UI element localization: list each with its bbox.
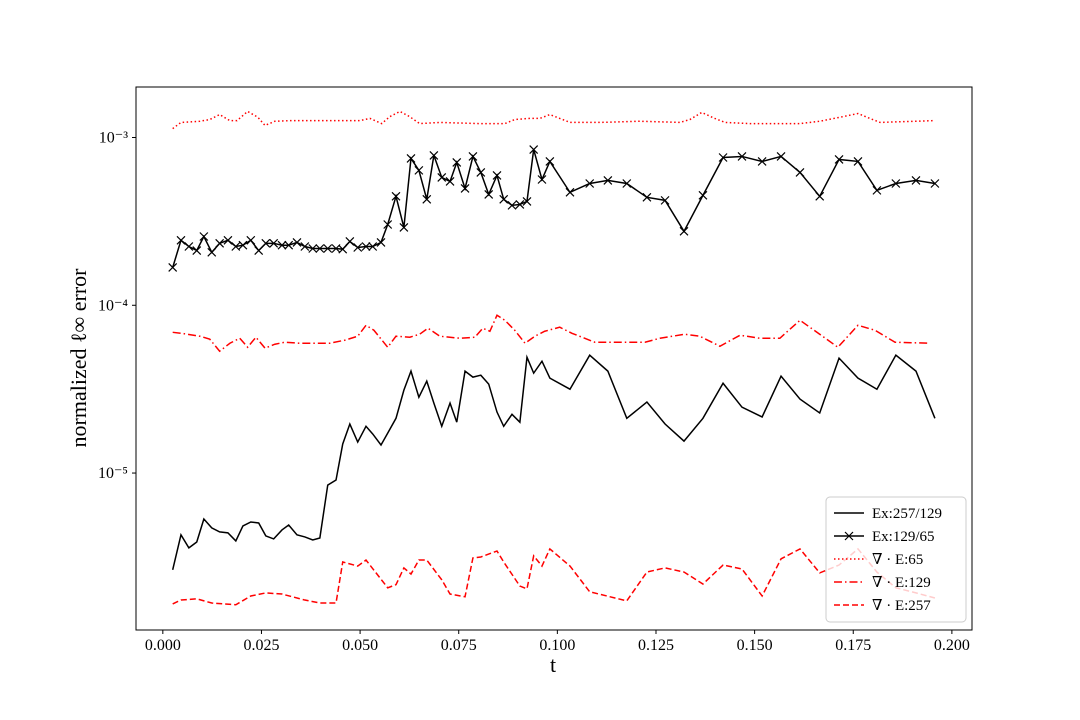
x-tick-label: 0.025 <box>243 637 279 654</box>
series-line <box>171 354 936 570</box>
point-marker <box>376 237 386 247</box>
axes-frame <box>135 86 973 631</box>
legend-label: Ex:257/129 <box>872 506 942 522</box>
point-marker <box>698 190 708 200</box>
point-marker <box>853 157 863 166</box>
legend-label: ∇ · E:129 <box>872 575 931 591</box>
point-marker <box>460 184 470 193</box>
point-marker <box>323 244 333 253</box>
point-marker <box>660 195 670 205</box>
point-marker <box>254 246 264 255</box>
point-marker <box>529 145 539 154</box>
point-marker <box>176 235 186 245</box>
point-marker <box>192 246 202 255</box>
point-marker <box>238 240 248 250</box>
point-marker <box>622 179 632 188</box>
x-axis-label: t <box>550 652 556 677</box>
legend-box <box>825 496 967 623</box>
x-tick-label: 0.200 <box>934 637 970 654</box>
point-marker <box>815 191 825 201</box>
point-marker <box>269 238 279 248</box>
point-marker <box>452 158 462 167</box>
series-line <box>172 547 936 606</box>
point-marker <box>292 237 302 247</box>
point-marker <box>391 191 401 201</box>
point-marker <box>168 263 178 272</box>
point-marker <box>484 189 494 199</box>
x-tick-label: 0.150 <box>737 637 773 654</box>
point-marker <box>492 171 502 180</box>
point-marker <box>872 185 882 195</box>
y-tick-label: 10⁻³ <box>99 130 128 147</box>
x-tick-label: 0.125 <box>638 637 674 654</box>
point-marker <box>545 157 555 166</box>
point-marker <box>353 243 363 252</box>
series-line <box>171 149 936 268</box>
point-marker <box>499 194 509 204</box>
legend-label: ∇ · E:257 <box>872 598 931 614</box>
point-marker <box>565 187 575 197</box>
point-marker <box>368 242 378 251</box>
x-tick-label: 0.000 <box>145 637 181 654</box>
point-marker <box>537 175 547 184</box>
point-marker <box>585 179 595 188</box>
legend-label: Ex:129/65 <box>872 529 935 545</box>
point-marker <box>308 244 318 253</box>
point-marker <box>231 242 241 251</box>
x-tick-label: 0.050 <box>342 637 378 654</box>
point-marker <box>184 242 194 251</box>
point-marker <box>507 200 517 210</box>
y-tick-label: 10⁻⁴ <box>98 297 128 314</box>
point-marker <box>284 240 294 250</box>
series-line <box>172 314 930 353</box>
point-marker <box>215 238 225 248</box>
point-marker <box>776 152 786 161</box>
point-marker <box>345 237 355 246</box>
point-marker <box>399 223 409 232</box>
point-marker <box>315 244 325 253</box>
point-marker <box>757 157 767 166</box>
point-marker <box>338 244 348 254</box>
point-marker <box>911 175 921 185</box>
point-marker <box>445 177 455 186</box>
point-marker <box>361 242 371 251</box>
point-marker <box>261 238 271 248</box>
point-marker <box>476 168 486 177</box>
point-marker <box>246 235 256 245</box>
point-marker <box>468 152 478 161</box>
point-marker <box>437 173 447 182</box>
point-marker <box>199 232 209 241</box>
x-tick-label: 0.175 <box>835 637 871 654</box>
point-marker <box>642 192 652 202</box>
y-axis-label: normalized ℓ∞ error <box>66 268 91 448</box>
point-marker <box>718 153 728 162</box>
point-marker <box>679 226 689 236</box>
legend-label: ∇ · E:65 <box>872 552 923 568</box>
point-marker <box>891 179 901 188</box>
legend-marker <box>844 531 854 541</box>
point-marker <box>422 194 432 204</box>
x-tick-label: 0.075 <box>441 637 477 654</box>
point-marker <box>429 150 439 160</box>
point-marker <box>414 165 424 175</box>
point-marker <box>223 235 233 245</box>
point-marker <box>522 196 532 206</box>
point-marker <box>603 175 613 185</box>
x-tick-label: 0.100 <box>539 637 575 654</box>
point-marker <box>834 155 844 164</box>
legend: Ex:257/129 Ex:129/65 ∇ · E:65 ∇ · E:129 ∇ · … <box>825 496 967 623</box>
point-marker <box>300 242 310 251</box>
point-marker <box>406 154 416 163</box>
point-marker <box>383 220 393 229</box>
point-marker <box>930 179 940 188</box>
y-tick-label: 10⁻⁵ <box>98 465 128 482</box>
point-marker <box>795 168 805 177</box>
point-marker <box>277 240 287 250</box>
point-marker <box>515 200 525 209</box>
point-marker <box>737 152 747 161</box>
point-marker <box>207 247 217 257</box>
series-line <box>172 110 933 130</box>
